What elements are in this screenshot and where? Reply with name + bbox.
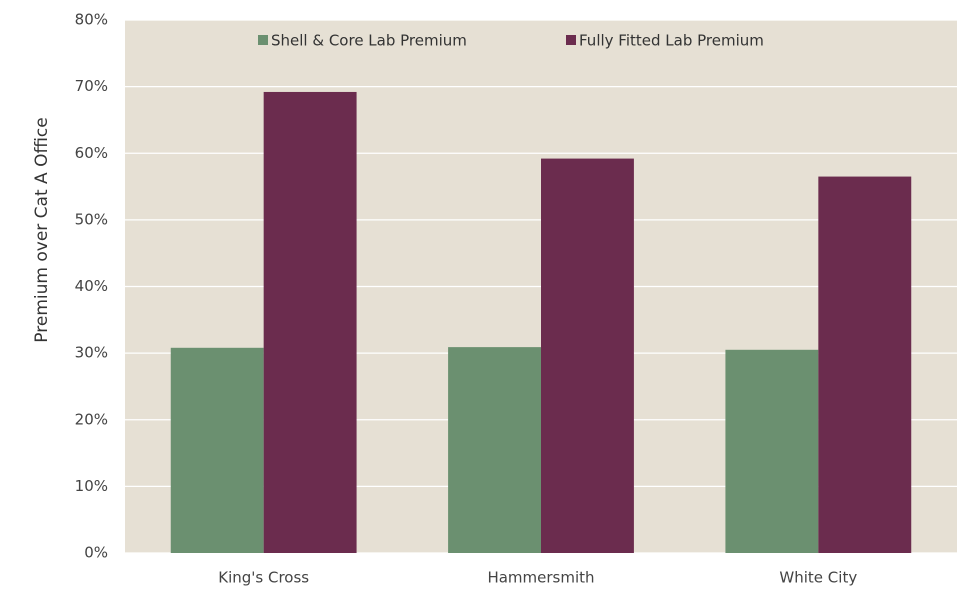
y-tick-label: 40% (75, 277, 108, 295)
bar (818, 176, 912, 553)
y-tick-label: 50% (75, 210, 108, 228)
y-axis-label: Premium over Cat A Office (32, 117, 52, 342)
bar (448, 347, 541, 553)
y-tick-label: 80% (75, 11, 108, 29)
legend-label: Fully Fitted Lab Premium (579, 32, 764, 50)
bar (170, 347, 264, 553)
y-tick-label: 0% (84, 544, 108, 562)
x-tick-label: Hammersmith (487, 569, 594, 587)
y-tick-label: 10% (75, 477, 108, 495)
x-tick-label: King's Cross (218, 569, 309, 587)
bar (541, 158, 634, 553)
bar (263, 91, 357, 553)
bar (725, 349, 819, 553)
y-tick-label: 60% (75, 144, 108, 162)
legend-swatch (258, 35, 268, 45)
legend-label: Shell & Core Lab Premium (271, 32, 467, 50)
x-tick-label: White City (779, 569, 857, 587)
y-tick-label: 30% (75, 344, 108, 362)
y-tick-label: 70% (75, 77, 108, 95)
y-tick-label: 20% (75, 410, 108, 428)
legend-swatch (566, 35, 576, 45)
